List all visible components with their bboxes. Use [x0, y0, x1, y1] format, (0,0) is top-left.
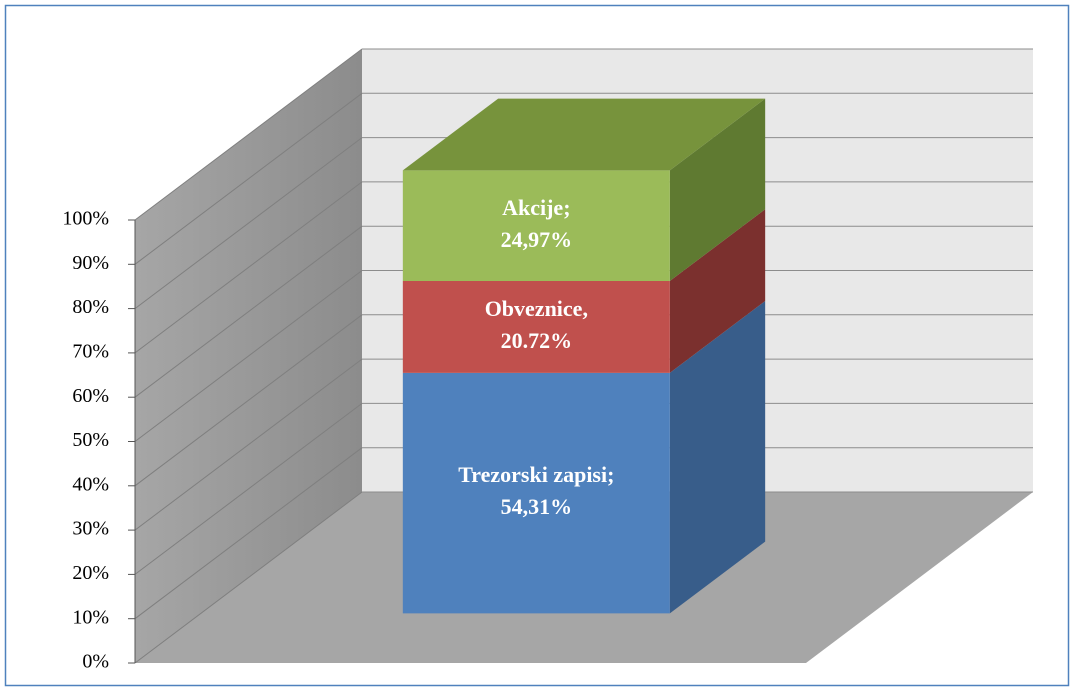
bar-front — [402, 372, 670, 614]
grid-line — [134, 137, 363, 309]
data-label: 20.72% — [501, 328, 573, 353]
grid-line — [134, 48, 363, 221]
y-tick-label: 10% — [72, 606, 109, 628]
y-tick-label: 80% — [72, 296, 109, 318]
bar-front — [402, 281, 670, 373]
bar-side — [669, 300, 766, 614]
data-label-name: Trezorski zapisi; — [458, 462, 614, 487]
grid-line — [134, 314, 363, 487]
y-tick-label: 0% — [82, 651, 109, 673]
y-tick-label: 40% — [72, 473, 109, 495]
grid-line — [134, 403, 363, 575]
grid-line — [134, 447, 363, 620]
data-label: 54,31% — [501, 494, 573, 519]
y-tick-label: 30% — [72, 518, 109, 540]
y-tick-label: 70% — [72, 340, 109, 362]
data-label: 24,97% — [501, 227, 573, 252]
bar-top — [402, 98, 766, 171]
data-label-name: Akcije; — [502, 195, 570, 220]
plot: Trezorski zapisi; 54,31% Obveznice, 20.72% A… — [402, 98, 766, 614]
y-tick-label: 60% — [72, 385, 109, 407]
grid-line — [134, 358, 363, 531]
y-tick-label: 50% — [72, 429, 109, 451]
grid-line — [134, 225, 363, 398]
y-tick-label: 20% — [72, 562, 109, 584]
y-tick-label: 90% — [72, 252, 109, 274]
bar-side — [669, 209, 766, 373]
grid-line — [134, 181, 363, 354]
y-tick-label: 100% — [62, 208, 109, 230]
grid-line — [134, 491, 363, 664]
bar-side — [669, 98, 766, 282]
grid-line — [134, 92, 363, 265]
bar-front — [402, 170, 670, 282]
grid-line — [134, 270, 363, 442]
data-label-name: Obveznice, — [485, 296, 588, 321]
